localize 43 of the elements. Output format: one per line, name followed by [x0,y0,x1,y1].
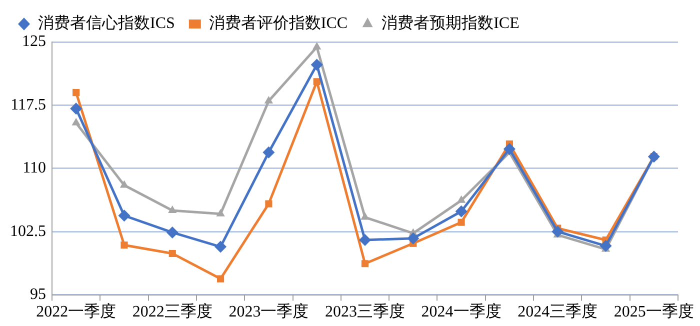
point [600,240,612,252]
x-tick-label: 2024三季度 [518,302,598,321]
point [456,195,466,203]
legend-label: 消费者信心指数ICS [38,14,175,32]
point [214,240,227,253]
point [168,206,177,214]
point [552,226,564,238]
point [72,118,80,126]
point [262,146,275,158]
point [264,96,274,104]
y-tick-label: 102.5 [10,222,46,240]
x-tick-label: 2022一季度 [36,302,116,321]
point [118,210,130,222]
x-tick-label: 2022三季度 [132,302,212,321]
point [455,205,468,218]
point [360,212,370,220]
point [72,89,80,96]
point [265,200,272,208]
point [361,260,369,268]
point [310,58,323,71]
x-tick-label: 2023一季度 [228,302,309,321]
point [216,208,225,216]
point [313,78,320,86]
point [458,218,465,226]
point [407,232,420,244]
point [359,234,371,246]
y-tick-label: 110 [22,160,46,177]
y-tick-label: 117.5 [10,96,46,114]
x-tick-label: 2024一季度 [421,302,502,321]
point [168,250,176,258]
point [217,275,224,282]
point [120,242,128,249]
point [312,42,322,50]
point [166,226,178,238]
legend-label: 消费者评价指数ICC [208,14,348,32]
point [648,150,660,163]
y-tick-label: 95 [30,286,46,304]
legend-label: 消费者预期指数ICE [382,14,520,32]
x-tick-label: 2025一季度 [614,302,694,321]
point [503,143,516,156]
point [70,102,82,115]
x-tick-label: 2023三季度 [325,302,405,321]
y-tick-label: 125 [22,33,46,50]
